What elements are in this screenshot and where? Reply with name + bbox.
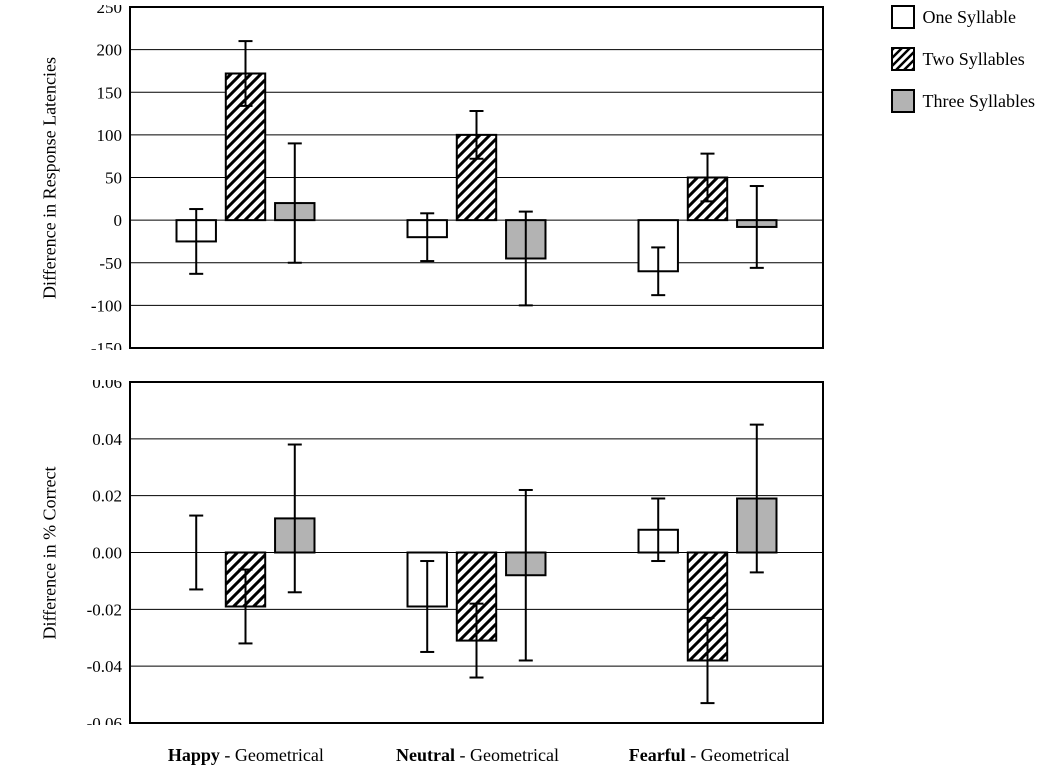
svg-text:100: 100: [97, 126, 123, 145]
xaxis-group-label: Happy - Geometrical: [130, 745, 362, 766]
svg-text:-150: -150: [91, 339, 122, 350]
y-axis-label: Difference in Response Latencies: [40, 56, 61, 298]
svg-text:0.06: 0.06: [92, 380, 122, 392]
page: One Syllable Two Syllables Three Syllables…: [0, 0, 1050, 784]
svg-text:-0.06: -0.06: [87, 714, 122, 725]
legend-swatch: [891, 5, 915, 29]
bottom-chart: -0.06-0.04-0.020.000.020.040.06Differenc…: [70, 380, 825, 725]
xaxis-group-label: Fearful - Geometrical: [593, 745, 825, 766]
svg-text:-100: -100: [91, 296, 122, 315]
legend-label: Two Syllables: [923, 49, 1025, 70]
svg-text:0: 0: [114, 211, 123, 230]
legend-swatch: [891, 89, 915, 113]
svg-text:-0.04: -0.04: [87, 657, 123, 676]
legend-label: Three Syllables: [923, 91, 1035, 112]
svg-text:0.04: 0.04: [92, 430, 122, 449]
legend-item: Three Syllables: [891, 89, 1035, 113]
svg-text:250: 250: [97, 5, 123, 17]
svg-text:0.00: 0.00: [92, 544, 122, 563]
legend-label: One Syllable: [923, 7, 1016, 28]
y-axis-label: Difference in % Correct: [40, 466, 61, 639]
svg-text:0.02: 0.02: [92, 487, 122, 506]
legend-item: One Syllable: [891, 5, 1035, 29]
svg-text:-0.02: -0.02: [87, 600, 122, 619]
svg-text:150: 150: [97, 83, 123, 102]
legend-swatch: [891, 47, 915, 71]
xaxis-group-label: Neutral - Geometrical: [362, 745, 594, 766]
legend-item: Two Syllables: [891, 47, 1035, 71]
top-chart: -150-100-50050100150200250Difference in …: [70, 5, 825, 350]
svg-text:-50: -50: [99, 254, 122, 273]
legend: One Syllable Two Syllables Three Syllables: [891, 5, 1035, 131]
svg-text:50: 50: [105, 169, 122, 188]
svg-text:200: 200: [97, 41, 123, 60]
xaxis-group-labels: Happy - GeometricalNeutral - Geometrical…: [130, 745, 825, 766]
